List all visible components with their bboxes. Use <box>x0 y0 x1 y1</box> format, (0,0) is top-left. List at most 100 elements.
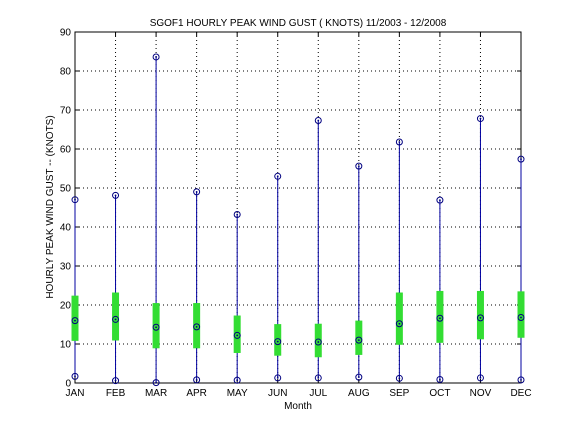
box-dec <box>517 155 525 384</box>
min-marker <box>355 373 363 381</box>
y-tick-label: 70 <box>60 106 72 117</box>
min-marker <box>314 374 322 382</box>
min-marker-dot <box>276 377 279 379</box>
median-marker-dot <box>276 340 279 343</box>
max-marker-dot <box>479 117 482 120</box>
y-tick-label: 60 <box>60 145 72 156</box>
max-marker <box>476 115 484 123</box>
iqr-box <box>314 323 322 358</box>
y-axis-title: HOURLY PEAK WIND GUST -- (KNOTS) <box>45 115 56 298</box>
max-marker-dot <box>439 199 441 201</box>
max-marker-dot <box>398 141 401 143</box>
max-marker <box>71 196 79 204</box>
y-tick-label: 90 <box>60 28 72 39</box>
median-marker <box>193 323 201 331</box>
x-tick-label: SEP <box>389 388 409 399</box>
box-jan <box>71 196 79 380</box>
y-tick-label: 50 <box>60 184 72 195</box>
iqr-box <box>152 303 160 349</box>
max-marker-dot <box>114 194 117 197</box>
box-jul <box>314 117 322 382</box>
min-marker-dot <box>439 378 441 381</box>
median-marker-dot <box>357 339 360 341</box>
min-marker <box>71 372 79 380</box>
min-marker <box>436 375 444 383</box>
min-marker <box>476 374 484 382</box>
median-marker-dot <box>317 341 320 343</box>
median-marker <box>476 314 484 322</box>
x-axis-title: Month <box>284 401 312 412</box>
chart-title: SGOF1 HOURLY PEAK WIND GUST ( KNOTS) 11/… <box>150 18 447 29</box>
median-marker-dot <box>520 316 522 319</box>
min-marker-dot <box>114 379 117 382</box>
median-marker <box>274 338 282 346</box>
x-tick-label: AUG <box>348 388 370 399</box>
min-marker <box>517 376 525 384</box>
max-marker <box>517 155 525 163</box>
plot-area <box>74 31 522 384</box>
max-marker-dot <box>195 191 198 193</box>
y-axis: 0 10 20 30 40 50 60 70 80 90 <box>60 28 521 390</box>
min-marker <box>274 374 282 382</box>
y-tick-label: 40 <box>60 223 72 234</box>
median-marker-dot <box>236 334 239 337</box>
median-marker <box>517 313 525 321</box>
box-apr <box>193 188 201 384</box>
x-tick-label: NOV <box>470 388 492 399</box>
box-series <box>71 53 525 387</box>
min-marker-dot <box>479 377 482 379</box>
y-tick-label: 80 <box>60 67 72 78</box>
median-marker-dot <box>398 322 401 325</box>
max-marker <box>274 172 282 180</box>
iqr-box <box>274 324 282 356</box>
median-marker <box>112 315 120 323</box>
min-marker <box>152 379 160 387</box>
box-oct <box>436 196 444 383</box>
x-tick-label: OCT <box>429 388 450 399</box>
box-sep <box>395 138 403 382</box>
max-marker <box>233 211 241 219</box>
x-tick-label: JUL <box>309 388 327 399</box>
min-marker-dot <box>357 376 360 379</box>
median-marker-dot <box>114 318 117 321</box>
median-marker <box>71 317 79 325</box>
min-marker-dot <box>74 375 76 378</box>
median-marker-dot <box>195 325 198 328</box>
max-marker <box>314 117 322 125</box>
median-marker-dot <box>74 319 76 322</box>
box-mar <box>152 53 160 387</box>
min-marker-dot <box>236 379 239 382</box>
y-tick-label: 30 <box>60 262 72 273</box>
median-marker <box>355 336 363 344</box>
box-jun <box>274 172 282 382</box>
min-marker <box>112 377 120 385</box>
min-marker-dot <box>195 378 198 381</box>
median-marker <box>436 314 444 322</box>
y-tick-label: 10 <box>60 340 72 351</box>
min-marker <box>395 374 403 382</box>
median-marker <box>314 338 322 346</box>
median-marker <box>152 323 160 331</box>
median-marker <box>395 320 403 328</box>
max-marker-dot <box>276 175 279 178</box>
min-marker <box>193 376 201 384</box>
x-tick-label: MAR <box>145 388 167 399</box>
max-marker <box>436 196 444 204</box>
iqr-box <box>355 320 363 355</box>
max-marker <box>112 191 120 199</box>
x-tick-label: APR <box>186 388 207 399</box>
x-tick-label: JUN <box>268 388 287 399</box>
y-tick-label: 0 <box>65 379 71 390</box>
median-marker-dot <box>479 316 482 319</box>
max-marker-dot <box>520 158 522 161</box>
x-tick-label: JAN <box>66 388 85 399</box>
max-marker <box>395 138 403 146</box>
max-marker-dot <box>155 56 157 58</box>
median-marker-dot <box>439 317 441 320</box>
median-marker-dot <box>155 326 157 329</box>
box-feb <box>112 191 120 385</box>
iqr-box <box>395 292 403 345</box>
min-marker-dot <box>398 377 401 380</box>
iqr-box <box>233 315 241 353</box>
